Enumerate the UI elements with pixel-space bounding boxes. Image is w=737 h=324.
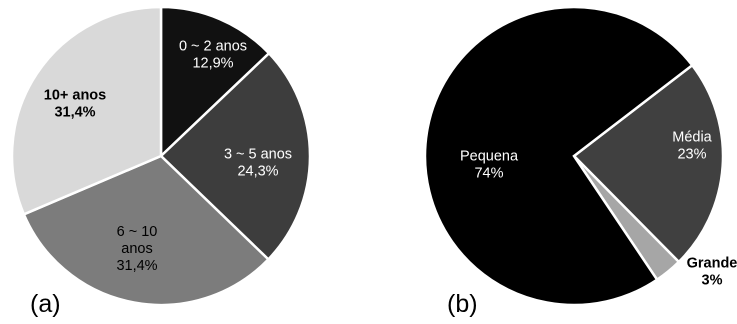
pie-b-slice-1-label: Grande 3%: [687, 256, 737, 289]
panel-label-b: (b): [447, 290, 478, 318]
pie-a-slice-3-label-line: 10+ anos: [44, 88, 106, 104]
pie-a-slice-0-label: 0 ~ 2 anos 12,9%: [179, 39, 247, 72]
pie-a-slice-2: [22, 154, 271, 307]
pie-b-slice-2-label: Pequena 74%: [460, 149, 519, 182]
pie-a-slice-0-label-line: 12,9%: [192, 56, 233, 72]
pie-a-slice-1-label-line: 24,3%: [237, 164, 278, 180]
pie-a-slice-2-label-line: 31,4%: [116, 258, 157, 274]
pie-b-slice-0-label: Média 23%: [672, 130, 712, 163]
pie-a-slice-3: [10, 5, 163, 216]
pie-b-slice-0: [572, 63, 725, 264]
pie-b-slice-2-label-line: Pequena: [460, 149, 519, 165]
pie-b-slice-0-label-line: Média: [672, 130, 712, 146]
pie-b-slice-2: [423, 5, 694, 307]
pie-a-slice-2-label-line: anos: [121, 241, 152, 257]
pie-b-slice-1-label-line: 3%: [702, 273, 723, 289]
pie-a-slice-2-label-line: 6 ~ 10: [117, 224, 158, 240]
pie-chart-b: Média 23% Grande 3% Pequena 74%: [423, 5, 737, 307]
pie-a-slice-1-label-line: 3 ~ 5 anos: [224, 147, 292, 163]
pie-a-slice-3-label: 10+ anos 31,4%: [44, 88, 106, 121]
pie-a-slice-1: [159, 51, 312, 262]
pie-a-slice-2-label: 6 ~ 10 anos 31,4%: [116, 224, 157, 274]
pie-a-slice-0: [159, 5, 271, 159]
pie-b-slice-0-label-line: 23%: [677, 147, 706, 163]
pie-chart-a: 0 ~ 2 anos 12,9% 3 ~ 5 anos 24,3% 6 ~ 10 anos…: [10, 5, 312, 307]
pie-a-slice-0-label-line: 0 ~ 2 anos: [179, 39, 247, 55]
pie-b-slice-1-label-line: Grande: [687, 256, 737, 272]
panel-label-a: (a): [30, 290, 61, 318]
pie-a-slice-1-label: 3 ~ 5 anos 24,3%: [224, 147, 292, 180]
pie-b-slice-2-label-line: 74%: [474, 166, 503, 182]
pie-a-slice-3-label-line: 31,4%: [54, 105, 95, 121]
